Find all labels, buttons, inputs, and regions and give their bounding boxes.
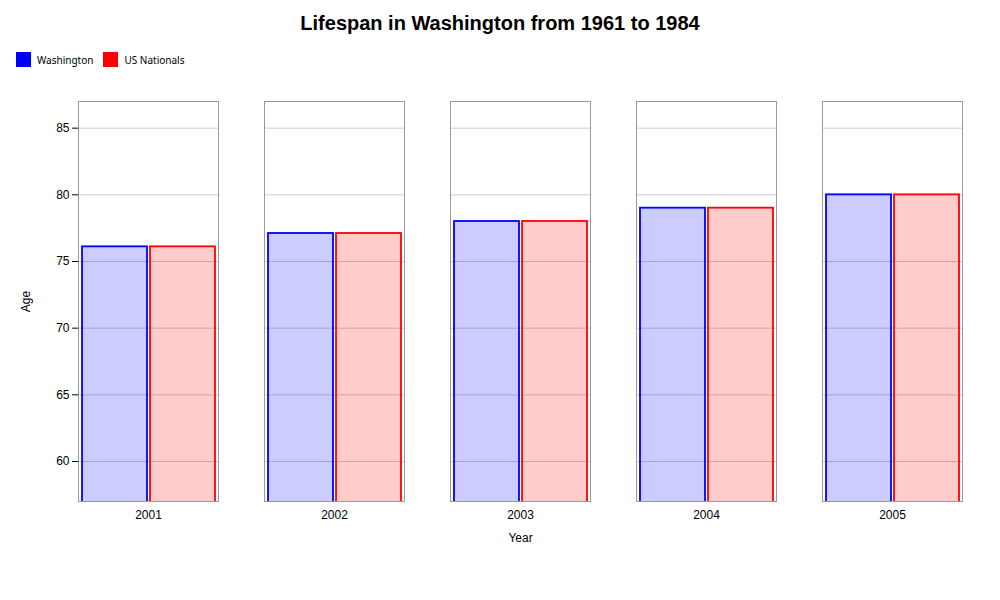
svg-text:2005: 2005 [879, 508, 906, 522]
svg-text:2004: 2004 [693, 508, 720, 522]
svg-text:80: 80 [56, 188, 70, 202]
svg-text:Age: Age [19, 291, 33, 313]
html-text:Washington: Washington [37, 52, 94, 67]
svg-text:2003: 2003 [507, 508, 534, 522]
svg-text:85: 85 [56, 121, 70, 135]
html-text:US Nationals: US Nationals [124, 52, 185, 67]
svg-text:60: 60 [56, 454, 70, 468]
svg-text:2001: 2001 [135, 508, 162, 522]
html-text:Lifespan in Washington from 19: Lifespan in Washington from 1961 to 1984 [300, 12, 700, 34]
svg-text:Year: Year [508, 531, 532, 545]
svg-text:65: 65 [56, 388, 70, 402]
svg-text:70: 70 [56, 321, 70, 335]
svg-text:75: 75 [56, 254, 70, 268]
svg-text:2002: 2002 [321, 508, 348, 522]
